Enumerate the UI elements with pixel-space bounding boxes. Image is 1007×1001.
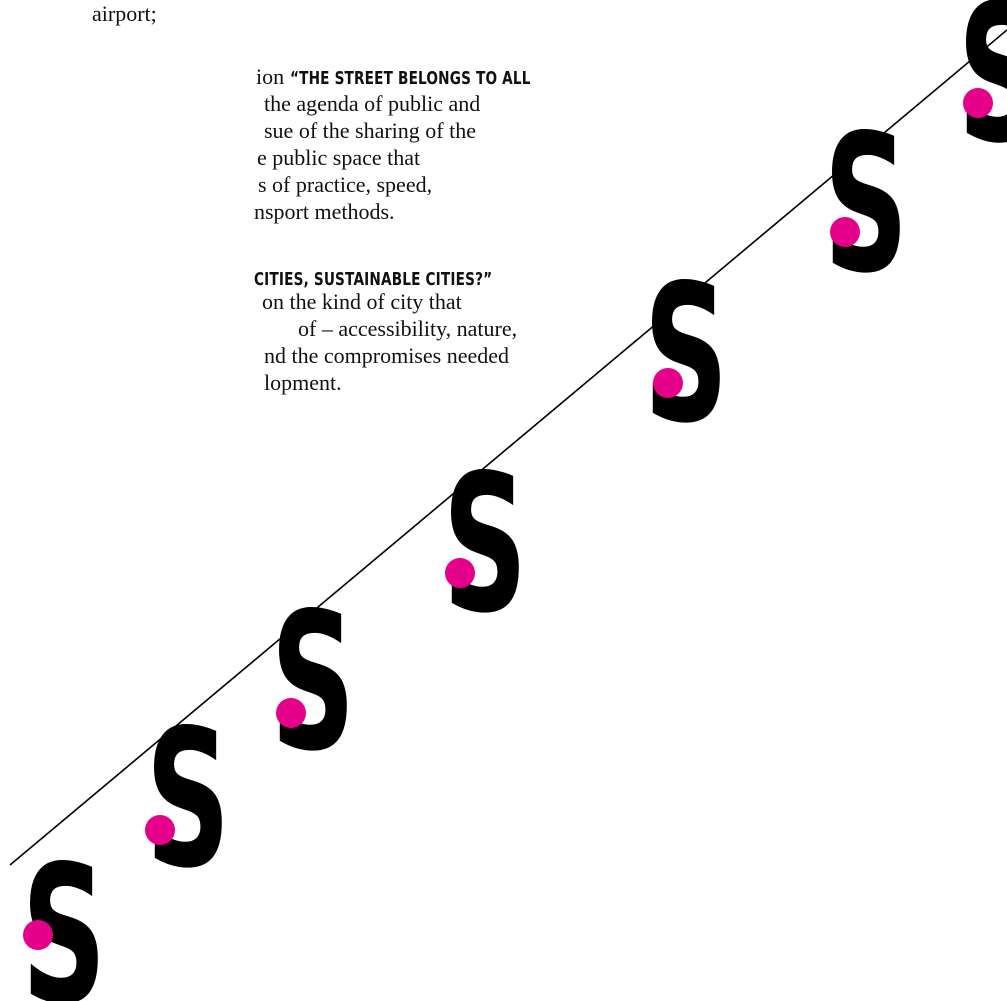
- s-glyph: S: [146, 690, 231, 911]
- s-glyph: S: [443, 435, 528, 656]
- magenta-dot: [145, 815, 175, 845]
- magenta-dot: [276, 698, 306, 728]
- magenta-dot: [653, 368, 683, 398]
- magenta-dot: [963, 88, 993, 118]
- s-glyph: S: [271, 573, 356, 794]
- magenta-dot: [830, 217, 860, 247]
- magenta-dot: [445, 558, 475, 588]
- s-glyph: S: [22, 826, 107, 1001]
- s-glyph: S: [824, 95, 909, 316]
- magenta-dot: [23, 920, 53, 950]
- s-glyph: S: [644, 245, 729, 466]
